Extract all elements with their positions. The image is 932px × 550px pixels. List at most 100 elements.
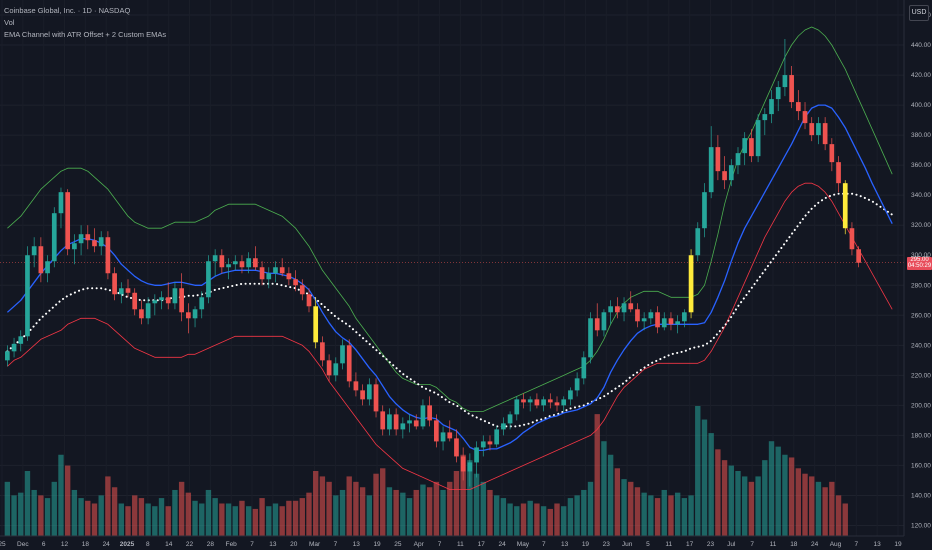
candle-body: [641, 318, 647, 322]
candle-body: [849, 228, 855, 250]
x-tick-label: Jul: [727, 541, 736, 548]
x-tick-label: 24: [811, 541, 819, 548]
volume-bar: [648, 495, 654, 536]
volume-bar: [480, 481, 486, 536]
volume-bar: [366, 495, 373, 536]
candle-body: [98, 237, 104, 247]
volume-bar: [467, 460, 473, 536]
volume-bar: [453, 471, 460, 536]
ema-channel-indicator-label[interactable]: EMA Channel with ATR Offset + 2 Custom E…: [4, 30, 167, 39]
candle-body: [380, 411, 386, 430]
volume-bar: [286, 500, 292, 536]
volume-bar: [239, 500, 245, 536]
candle-body: [635, 309, 640, 322]
volume-bar: [420, 484, 426, 536]
candle-body: [118, 288, 124, 295]
y-tick-label: 420.00: [911, 72, 931, 79]
candle-body: [65, 192, 71, 250]
volume-bar: [829, 481, 835, 536]
volume-bar: [178, 481, 185, 536]
volume-bar: [728, 465, 734, 536]
volume-bar: [359, 487, 366, 536]
candle-body: [447, 432, 453, 439]
candle-body: [541, 399, 546, 406]
candle-body: [31, 246, 37, 256]
candle-body: [320, 342, 325, 361]
candle-body: [38, 246, 44, 274]
symbol-title[interactable]: Coinbase Global, Inc. · 1D · NASDAQ: [4, 6, 131, 15]
x-tick-label: 25: [0, 541, 6, 548]
candle-body: [253, 258, 258, 268]
candle-body: [105, 237, 111, 274]
volume-bar: [554, 503, 560, 536]
y-tick-label: 360.00: [911, 162, 931, 169]
volume-bar: [353, 481, 359, 536]
volume-bar: [125, 506, 131, 536]
volume-bar: [313, 471, 319, 536]
candle-body: [112, 273, 117, 295]
volume-bar: [628, 481, 634, 536]
volume-bar: [561, 506, 567, 536]
candle-body: [212, 255, 218, 262]
volume-bar: [299, 498, 305, 536]
candle-body: [353, 381, 359, 391]
candle-body: [682, 312, 687, 322]
x-tick-label: 6: [42, 541, 46, 548]
candle-body: [192, 309, 198, 319]
candle-body: [601, 312, 607, 331]
volume-bar: [661, 489, 667, 536]
x-tick-label: 7: [750, 541, 754, 548]
candle-body: [507, 414, 513, 424]
volume-bar: [574, 495, 580, 536]
y-tick-label: 300.00: [911, 252, 931, 259]
x-tick-label: May: [517, 541, 530, 548]
volume-bar: [742, 476, 748, 536]
volume-bar: [460, 454, 466, 536]
candle-body: [18, 336, 24, 344]
volume-bar: [38, 495, 44, 536]
volume-bar: [326, 481, 332, 536]
volume-bar: [708, 433, 714, 536]
volume-bar: [768, 441, 775, 536]
volume-bar: [688, 495, 694, 536]
volume-bar: [715, 449, 721, 536]
volume-bar: [259, 498, 265, 536]
x-tick-label: Dec: [17, 541, 29, 548]
volume-bar: [567, 498, 574, 536]
candle-body: [407, 420, 412, 424]
upper-atr-band-line: [7, 26, 893, 412]
volume-bar: [447, 481, 453, 536]
x-tick-label: 19: [373, 541, 381, 548]
candle-body: [72, 243, 77, 250]
candle-body: [172, 288, 178, 304]
candle-body: [125, 288, 131, 293]
x-tick-label: 7: [438, 541, 442, 548]
volume-bar: [701, 419, 708, 536]
volume-bar: [192, 500, 198, 536]
chart-legend: Coinbase Global, Inc. · 1D · NASDAQ Vol …: [4, 5, 166, 41]
candle-body: [480, 441, 486, 448]
candle-body: [165, 297, 171, 304]
candle-body: [366, 384, 372, 400]
x-tick-label: Feb: [226, 541, 238, 548]
x-tick-label: Jun: [622, 541, 633, 548]
volume-bar: [64, 465, 71, 536]
volume-bar: [245, 506, 252, 536]
candle-body: [655, 312, 660, 328]
candle-body: [621, 303, 627, 313]
volume-indicator-label[interactable]: Vol: [4, 18, 15, 27]
volume-bar: [514, 506, 520, 536]
x-tick-label: 18: [790, 541, 798, 548]
candle-body: [547, 399, 553, 403]
candle-body: [715, 147, 721, 172]
currency-button[interactable]: USD: [909, 5, 929, 21]
x-tick-label: 20: [290, 541, 298, 548]
candle-body: [614, 306, 620, 313]
candlesticks: [5, 39, 861, 487]
candle-body: [340, 345, 345, 364]
candle-body: [420, 405, 426, 427]
candle-body: [534, 399, 540, 406]
time-axis[interactable]: 25 Dec 6 12 18 24 2025 8 14 22 28 Feb 7 13 20 Mar 7 13 19 2…: [0, 535, 904, 548]
candle-body: [836, 162, 841, 184]
